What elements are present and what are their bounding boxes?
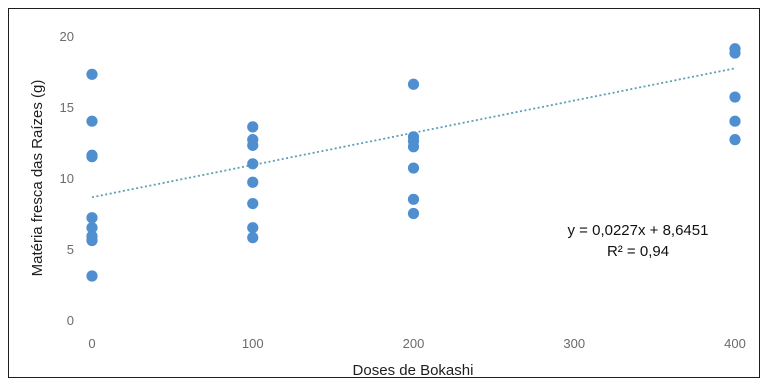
data-point — [247, 121, 259, 133]
x-axis-title: Doses de Bokashi — [353, 362, 474, 379]
y-tick-label: 20 — [60, 29, 74, 44]
data-point — [86, 151, 98, 163]
data-point — [407, 141, 420, 153]
data-point — [247, 139, 259, 151]
x-tick-label: 100 — [242, 336, 264, 351]
data-point — [247, 176, 259, 188]
x-tick-label: 0 — [88, 336, 95, 351]
data-point — [729, 91, 741, 103]
y-axis-ticks: 0 5 10 15 20 — [60, 29, 74, 328]
data-point — [86, 212, 98, 224]
data-point — [729, 134, 741, 146]
x-axis-ticks: 0 100 200 300 400 — [88, 336, 745, 351]
data-point — [729, 47, 741, 59]
trendline — [91, 67, 736, 199]
data-point — [247, 158, 259, 170]
x-tick-label: 300 — [563, 336, 585, 351]
data-point — [407, 193, 420, 205]
y-tick-label: 15 — [60, 100, 74, 115]
y-tick-label: 10 — [60, 171, 74, 186]
data-point — [86, 234, 98, 247]
data-point — [86, 270, 98, 282]
data-point — [86, 68, 98, 80]
x-tick-label: 200 — [403, 336, 425, 351]
data-point — [407, 78, 420, 90]
data-point — [86, 222, 98, 234]
trendline-equation: y = 0,0227x + 8,6451 — [568, 222, 709, 239]
data-point — [729, 115, 741, 127]
y-tick-label: 0 — [67, 313, 74, 328]
y-tick-label: 5 — [67, 242, 74, 257]
trendline-r-squared: R² = 0,94 — [607, 243, 669, 260]
data-point — [247, 222, 259, 234]
chart-frame — [8, 8, 760, 378]
data-point — [407, 162, 420, 174]
y-axis-title: Matéria fresca das Raízes (g) — [29, 80, 46, 277]
data-point — [247, 197, 259, 210]
x-tick-label: 400 — [724, 336, 746, 351]
data-points — [86, 43, 741, 282]
data-point — [247, 232, 259, 244]
data-point — [86, 115, 98, 127]
data-point — [407, 207, 420, 220]
